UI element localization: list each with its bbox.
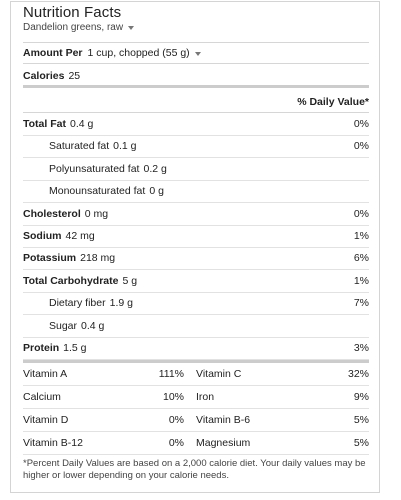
vitamin-name: Vitamin D (23, 414, 69, 426)
vitamin-daily-value: 0% (168, 437, 184, 449)
nutrient-row: Potassium 218 mg 6% (23, 247, 369, 271)
nutrient-row: Cholesterol 0 mg 0% (23, 203, 369, 226)
food-selector[interactable]: Dandelion greens, raw (23, 22, 135, 33)
vitamin-row: Vitamin D 0% Vitamin B-6 5% (23, 409, 369, 432)
nutrient-amount: 0 mg (84, 207, 109, 220)
nutrient-amount: 0.4 g (81, 319, 105, 332)
vitamin-cell: Vitamin B-6 5% (196, 414, 369, 426)
nutrient-label: Potassium (23, 252, 77, 265)
nutrient-daily-value: 0% (353, 118, 369, 130)
nutrient-daily-value: 3% (353, 342, 369, 354)
nutrient-daily-value: 6% (353, 252, 369, 265)
caret-down-icon (128, 26, 135, 30)
vitamin-name: Vitamin A (23, 368, 68, 380)
vitamin-name: Calcium (23, 391, 61, 403)
nutrient-label: Protein (23, 342, 60, 354)
nutrient-row: Dietary fiber 1.9 g 7% (23, 292, 369, 316)
nutrient-label: Saturated fat (49, 140, 110, 153)
nutrient-amount: 1.5 g (63, 342, 87, 354)
daily-value-header: % Daily Value* (23, 91, 369, 113)
vitamin-name: Vitamin C (196, 368, 242, 380)
nutrient-label: Dietary fiber (49, 297, 106, 310)
vitamin-table: Vitamin A 111% Vitamin C 32% Calcium 10% Iron 9… (23, 360, 369, 455)
calories-row: Calories 25 (23, 66, 369, 88)
nutrient-amount: 0 g (149, 185, 164, 198)
nutrient-daily-value: 0% (353, 207, 369, 220)
vitamin-daily-value: 9% (353, 391, 369, 403)
nutrient-label: Total Carbohydrate (23, 274, 119, 287)
nutrient-label: Cholesterol (23, 207, 81, 220)
nutrient-amount: 0.2 g (143, 162, 167, 175)
serving-label: Amount Per (23, 47, 83, 59)
vitamin-cell: Vitamin B-12 0% (23, 437, 196, 449)
nutrient-row: Polyunsaturated fat 0.2 g (23, 158, 369, 181)
nutrient-amount: 1.9 g (109, 297, 133, 310)
nutrient-label: Sugar (49, 319, 78, 332)
vitamin-name: Iron (196, 391, 215, 403)
calories-label: Calories (23, 69, 65, 82)
panel-title: Nutrition Facts (23, 4, 122, 21)
vitamin-daily-value: 10% (162, 391, 184, 403)
vitamin-cell: Calcium 10% (23, 391, 196, 403)
nutrient-amount: 42 mg (65, 230, 95, 242)
nutrient-daily-value: 1% (353, 230, 369, 242)
vitamin-daily-value: 0% (168, 414, 184, 426)
nutrient-amount: 0.1 g (113, 140, 137, 153)
vitamin-name: Magnesium (196, 437, 251, 449)
vitamin-daily-value: 111% (158, 368, 184, 380)
calories-value: 25 (68, 69, 81, 82)
footnote: *Percent Daily Values are based on a 2,0… (23, 458, 366, 481)
nutrient-row: Sugar 0.4 g (23, 315, 369, 338)
nutrient-row: Saturated fat 0.1 g 0% (23, 135, 369, 159)
vitamin-name: Vitamin B-6 (196, 414, 251, 426)
nutrition-facts-panel: Nutrition Facts Dandelion greens, raw Am… (10, 1, 380, 493)
vitamin-cell: Vitamin D 0% (23, 414, 196, 426)
nutrient-amount: 0.4 g (69, 118, 94, 130)
vitamin-cell: Vitamin C 32% (196, 368, 369, 380)
nutrient-amount: 218 mg (80, 252, 116, 265)
daily-value-label: % Daily Value* (297, 95, 369, 108)
nutrient-daily-value: 1% (353, 274, 369, 287)
food-name: Dandelion greens, raw (23, 22, 124, 33)
nutrient-row: Protein 1.5 g 3% (23, 337, 369, 360)
nutrient-amount: 5 g (122, 274, 138, 287)
vitamin-cell: Vitamin A 111% (23, 368, 196, 380)
nutrient-row: Sodium 42 mg 1% (23, 225, 369, 248)
nutrient-label: Sodium (23, 230, 62, 242)
serving-size: 1 cup, chopped (55 g) (87, 47, 190, 59)
nutrient-row: Total Fat 0.4 g 0% (23, 113, 369, 136)
nutrient-daily-value: 0% (353, 140, 369, 153)
caret-down-icon (194, 51, 201, 56)
vitamin-daily-value: 32% (347, 368, 369, 380)
vitamin-daily-value: 5% (353, 414, 369, 426)
nutrient-label: Monounsaturated fat (49, 185, 146, 198)
nutrient-label: Polyunsaturated fat (49, 162, 140, 175)
vitamin-cell: Iron 9% (196, 391, 369, 403)
nutrient-row: Total Carbohydrate 5 g 1% (23, 270, 369, 293)
serving-size-selector[interactable]: Amount Per 1 cup, chopped (55 g) (23, 42, 369, 64)
vitamin-name: Vitamin B-12 (23, 437, 83, 449)
vitamin-row: Calcium 10% Iron 9% (23, 386, 369, 409)
vitamin-row: Vitamin B-12 0% Magnesium 5% (23, 432, 369, 455)
nutrient-label: Total Fat (23, 118, 66, 130)
vitamin-daily-value: 5% (353, 437, 369, 449)
vitamin-row: Vitamin A 111% Vitamin C 32% (23, 363, 369, 386)
nutrient-daily-value: 7% (353, 297, 369, 310)
vitamin-cell: Magnesium 5% (196, 437, 369, 449)
nutrient-row: Monounsaturated fat 0 g (23, 180, 369, 204)
